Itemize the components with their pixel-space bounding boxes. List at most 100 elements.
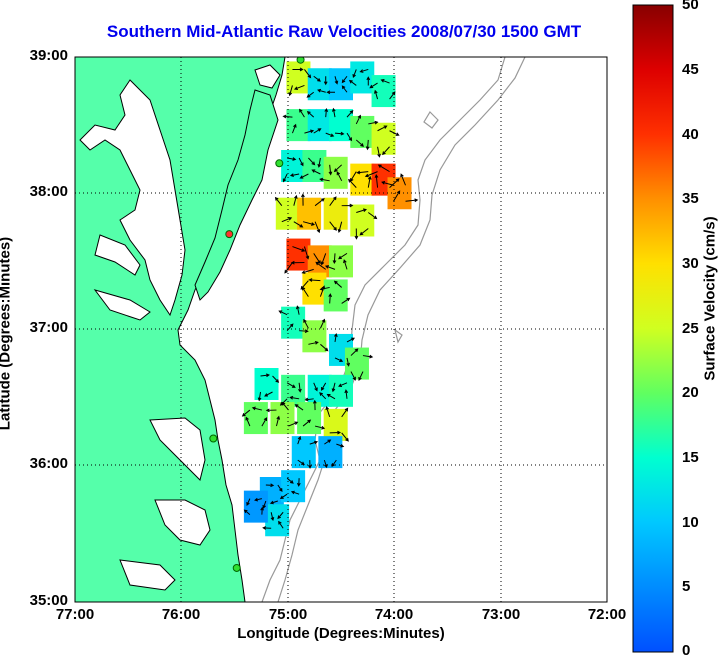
velocity-arrow <box>260 373 270 378</box>
velocity-arrow <box>270 512 275 522</box>
velocity-arrow <box>243 509 251 516</box>
velocity-arrow <box>333 164 343 173</box>
velocity-arrow <box>326 90 335 95</box>
velocity-arrow <box>278 520 284 529</box>
velocity-arrow <box>389 178 400 188</box>
velocity-arrow <box>367 212 378 220</box>
velocity-arrow <box>277 484 283 492</box>
velocity-cell <box>286 109 311 142</box>
velocity-arrow <box>331 107 336 118</box>
velocity-arrow <box>301 268 314 274</box>
colorbar <box>632 4 674 653</box>
velocity-cell <box>243 402 268 435</box>
velocity-arrow <box>288 85 293 97</box>
velocity-arrow <box>282 173 288 183</box>
velocity-cell <box>323 197 348 230</box>
velocity-arrow <box>264 391 273 397</box>
y-tick-label: 37:00 <box>29 319 68 336</box>
velocity-arrow <box>346 132 353 142</box>
velocity-cell <box>307 68 332 101</box>
velocity-arrow <box>246 498 251 506</box>
velocity-arrow <box>338 382 348 387</box>
velocity-arrow <box>320 343 329 352</box>
velocity-arrow <box>287 157 297 161</box>
velocity-arrow <box>301 193 305 206</box>
velocity-arrow <box>297 435 302 445</box>
velocity-arrow <box>374 173 379 188</box>
velocity-arrow <box>245 416 251 427</box>
velocity-cell <box>350 115 375 148</box>
velocity-arrow <box>314 221 321 234</box>
velocity-cell <box>281 374 306 407</box>
velocity-cell <box>281 470 306 503</box>
velocity-arrow <box>306 110 315 118</box>
velocity-arrow <box>293 194 298 206</box>
colorbar-tick-label: 5 <box>682 578 691 595</box>
y-tick-label: 36:00 <box>29 455 68 472</box>
colorbar-label: Surface Velocity (cm/s) <box>701 216 719 381</box>
velocity-arrow <box>315 261 327 270</box>
velocity-arrow <box>331 382 336 393</box>
velocity-arrow <box>355 139 364 147</box>
colorbar-tick-label: 30 <box>682 255 699 272</box>
velocity-arrow <box>325 406 331 418</box>
velocity-vectors <box>241 67 419 530</box>
velocity-arrow <box>319 286 330 291</box>
velocity-arrow <box>346 357 351 367</box>
velocity-arrow <box>334 333 338 343</box>
velocity-arrow <box>274 196 283 206</box>
velocity-arrow <box>293 221 304 228</box>
velocity-arrow <box>321 382 327 391</box>
velocity-arrow <box>324 265 336 270</box>
velocity-arrow <box>341 75 348 84</box>
velocity-arrow <box>293 84 305 90</box>
velocity-arrow <box>296 478 301 487</box>
velocity-arrow <box>324 107 329 118</box>
velocity-arrow <box>281 217 293 223</box>
velocity-arrow <box>297 459 305 466</box>
x-tick-label: 76:00 <box>161 606 201 623</box>
velocity-arrow <box>304 69 312 79</box>
velocity-arrow <box>348 178 357 188</box>
velocity-arrow <box>382 146 390 156</box>
colorbar-tick-label: 45 <box>682 61 699 78</box>
velocity-arrow <box>302 419 312 427</box>
colorbar-tick-label: 25 <box>682 320 699 337</box>
x-axis-label: Longitude (Degrees:Minutes) <box>237 625 445 642</box>
x-tick-label: 74:00 <box>374 606 414 623</box>
colorbar-tick-label: 20 <box>682 384 699 401</box>
y-axis-label: Latitude (Degrees:Minutes) <box>0 236 14 431</box>
velocity-arrow <box>317 88 326 93</box>
velocity-arrow <box>260 506 264 515</box>
velocity-cell <box>302 150 327 182</box>
velocity-arrow <box>254 497 262 502</box>
velocity-arrow <box>338 252 348 260</box>
velocity-arrow <box>278 310 288 316</box>
velocity-arrow <box>356 170 369 175</box>
velocity-arrow <box>251 406 263 411</box>
velocity-arrow <box>286 382 296 388</box>
velocity-arrow <box>389 130 400 136</box>
velocity-arrow <box>308 460 312 469</box>
velocity-cell <box>302 320 327 353</box>
y-tick-label: 38:00 <box>29 183 68 200</box>
velocity-arrow <box>241 409 251 417</box>
velocity-arrow <box>308 340 319 345</box>
velocity-arrow <box>336 443 345 448</box>
velocity-arrow <box>299 173 309 179</box>
velocity-arrow <box>332 253 337 265</box>
velocity-arrow <box>329 196 337 206</box>
velocity-arrow <box>377 125 388 132</box>
colorbar-tick-label: 15 <box>682 449 699 466</box>
velocity-arrow <box>265 408 277 413</box>
station-marker <box>275 159 284 168</box>
velocity-arrow <box>312 399 317 411</box>
velocity-arrow <box>359 228 369 236</box>
velocity-arrow <box>313 382 318 392</box>
velocity-arrow <box>288 421 299 427</box>
velocity-cell <box>350 204 375 237</box>
velocity-arrow <box>299 108 305 118</box>
velocity-cell <box>281 306 306 339</box>
plot-frame <box>74 56 608 603</box>
